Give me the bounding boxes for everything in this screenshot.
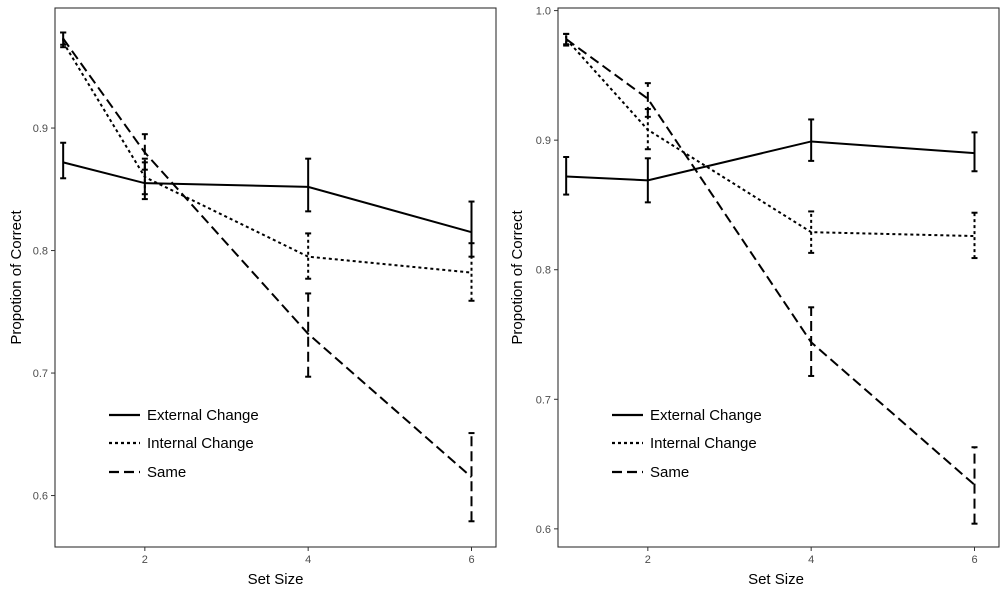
- left-x-axis-title: Set Size: [248, 571, 304, 588]
- right-y-tick-label: 0.9: [536, 135, 551, 147]
- right-x-tick-label: 6: [971, 554, 977, 566]
- left-series-same-line: [62, 38, 473, 478]
- left-y-tick-label: 0.9: [33, 123, 48, 135]
- right-x-axis-title: Set Size: [748, 571, 804, 588]
- left-legend-label-external: External Change: [147, 407, 259, 424]
- right-series: [563, 32, 978, 525]
- left-series-external-line: [62, 161, 472, 234]
- left-panel-border: [54, 7, 497, 548]
- left-x-tick-label: 4: [305, 554, 311, 566]
- right-x-tick-label: 4: [808, 554, 814, 566]
- left-x-tick-label: 2: [142, 554, 148, 566]
- left-y-tick-label: 0.6: [33, 491, 48, 503]
- right-panel-border: [557, 7, 1000, 548]
- right-legend: External Change Internal Change Same: [612, 407, 762, 481]
- right-legend-label-external: External Change: [650, 407, 762, 424]
- left-series: [60, 31, 475, 523]
- left-y-axis-title: Propotion of Correct: [8, 210, 25, 345]
- right-series-external-line: [566, 140, 975, 182]
- right-series-internal-line: [565, 38, 975, 238]
- left-legend: External Change Internal Change Same: [109, 407, 259, 481]
- right-panel: Set Size Propotion of Correct 2 4 6 0.6 0.7 0…: [509, 6, 1000, 588]
- right-series-same-line: [565, 38, 976, 486]
- left-legend-label-same: Same: [147, 464, 186, 481]
- right-y-tick-label: 0.7: [536, 394, 551, 406]
- left-series-internal-line: [62, 41, 472, 274]
- right-legend-label-same: Same: [650, 464, 689, 481]
- left-y-tick-label: 0.8: [33, 246, 48, 258]
- right-y-tick-label: 1.0: [536, 6, 551, 18]
- left-panel: Set Size Propotion of Correct 2 4 6 0.6 0.7 0…: [8, 7, 497, 588]
- right-ticks: 2 4 6 0.6 0.7 0.8 0.9 1.0: [536, 6, 978, 566]
- right-y-tick-label: 0.8: [536, 265, 551, 277]
- left-ticks: 2 4 6 0.6 0.7 0.8 0.9: [33, 123, 475, 566]
- right-y-axis-title: Propotion of Correct: [509, 210, 526, 345]
- right-x-tick-label: 2: [645, 554, 651, 566]
- left-legend-label-internal: Internal Change: [147, 435, 254, 452]
- right-y-tick-label: 0.6: [536, 524, 551, 536]
- left-x-tick-label: 6: [468, 554, 474, 566]
- left-y-tick-label: 0.7: [33, 368, 48, 380]
- right-legend-label-internal: Internal Change: [650, 435, 757, 452]
